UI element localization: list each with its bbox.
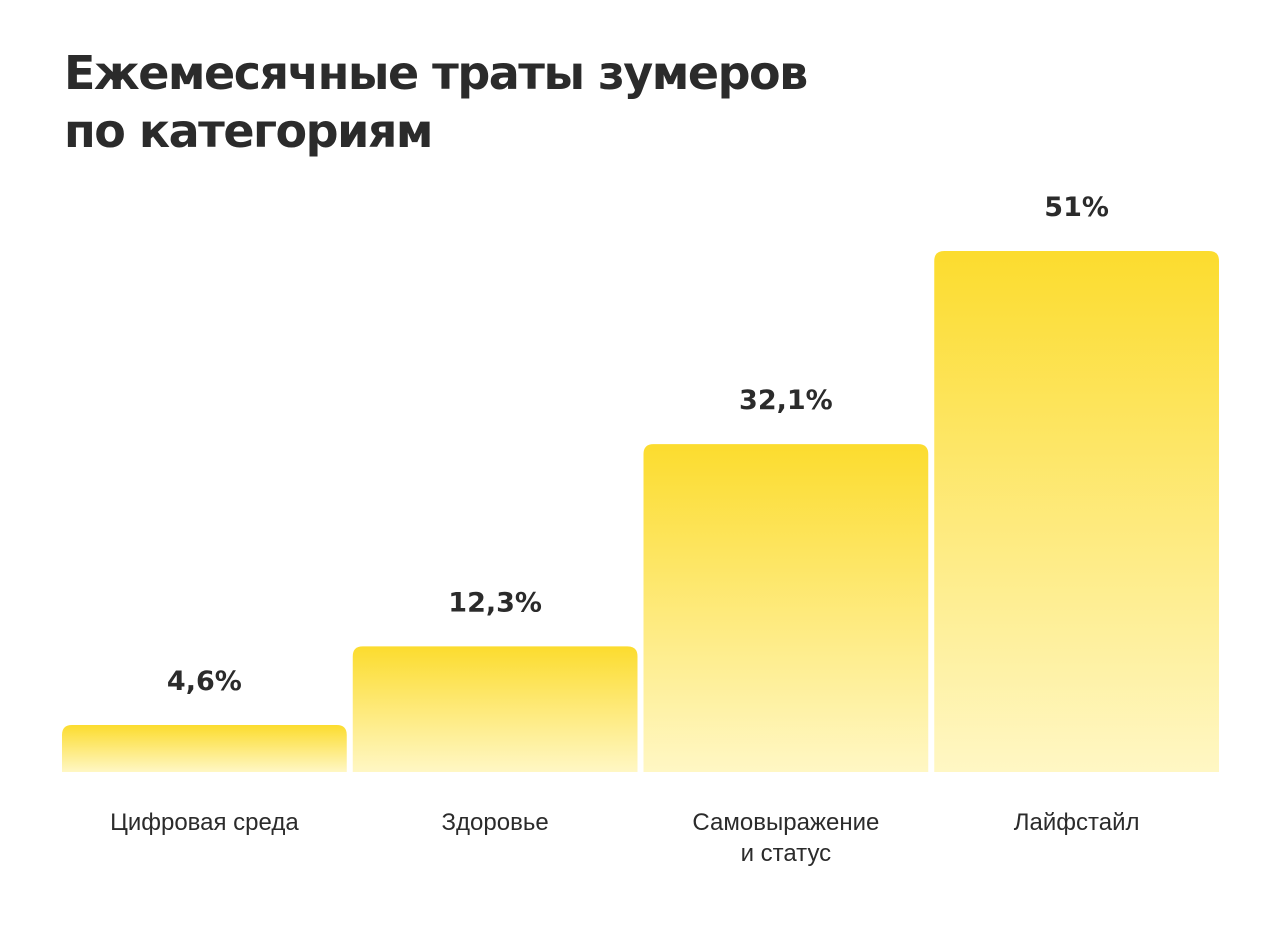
category-label-2: Здоровье <box>442 809 549 836</box>
category-label-4: Лайфстайл <box>1014 809 1140 836</box>
bar-value-label-3: 32,1% <box>739 385 833 416</box>
chart-title: Ежемесячные траты зумеров по категориям <box>64 44 808 160</box>
chart-title-line-1: Ежемесячные траты зумеров <box>64 46 808 100</box>
bar-value-label-1: 4,6% <box>167 666 242 697</box>
bar-value-label-2: 12,3% <box>448 587 542 618</box>
bars-layer: 4,6% Цифровая среда 12,3% Здоровье 32,1% Само… <box>62 192 1219 867</box>
bar-3 <box>643 444 929 772</box>
category-label-1: Цифровая среда <box>110 809 299 836</box>
bar-value-label-4: 51% <box>1044 192 1109 223</box>
chart-title-line-2: по категориям <box>64 104 433 158</box>
category-label-3: Самовыражение и статус <box>692 809 879 867</box>
bar-4 <box>934 251 1219 772</box>
bar-1 <box>62 725 347 772</box>
bar-2 <box>352 646 638 772</box>
